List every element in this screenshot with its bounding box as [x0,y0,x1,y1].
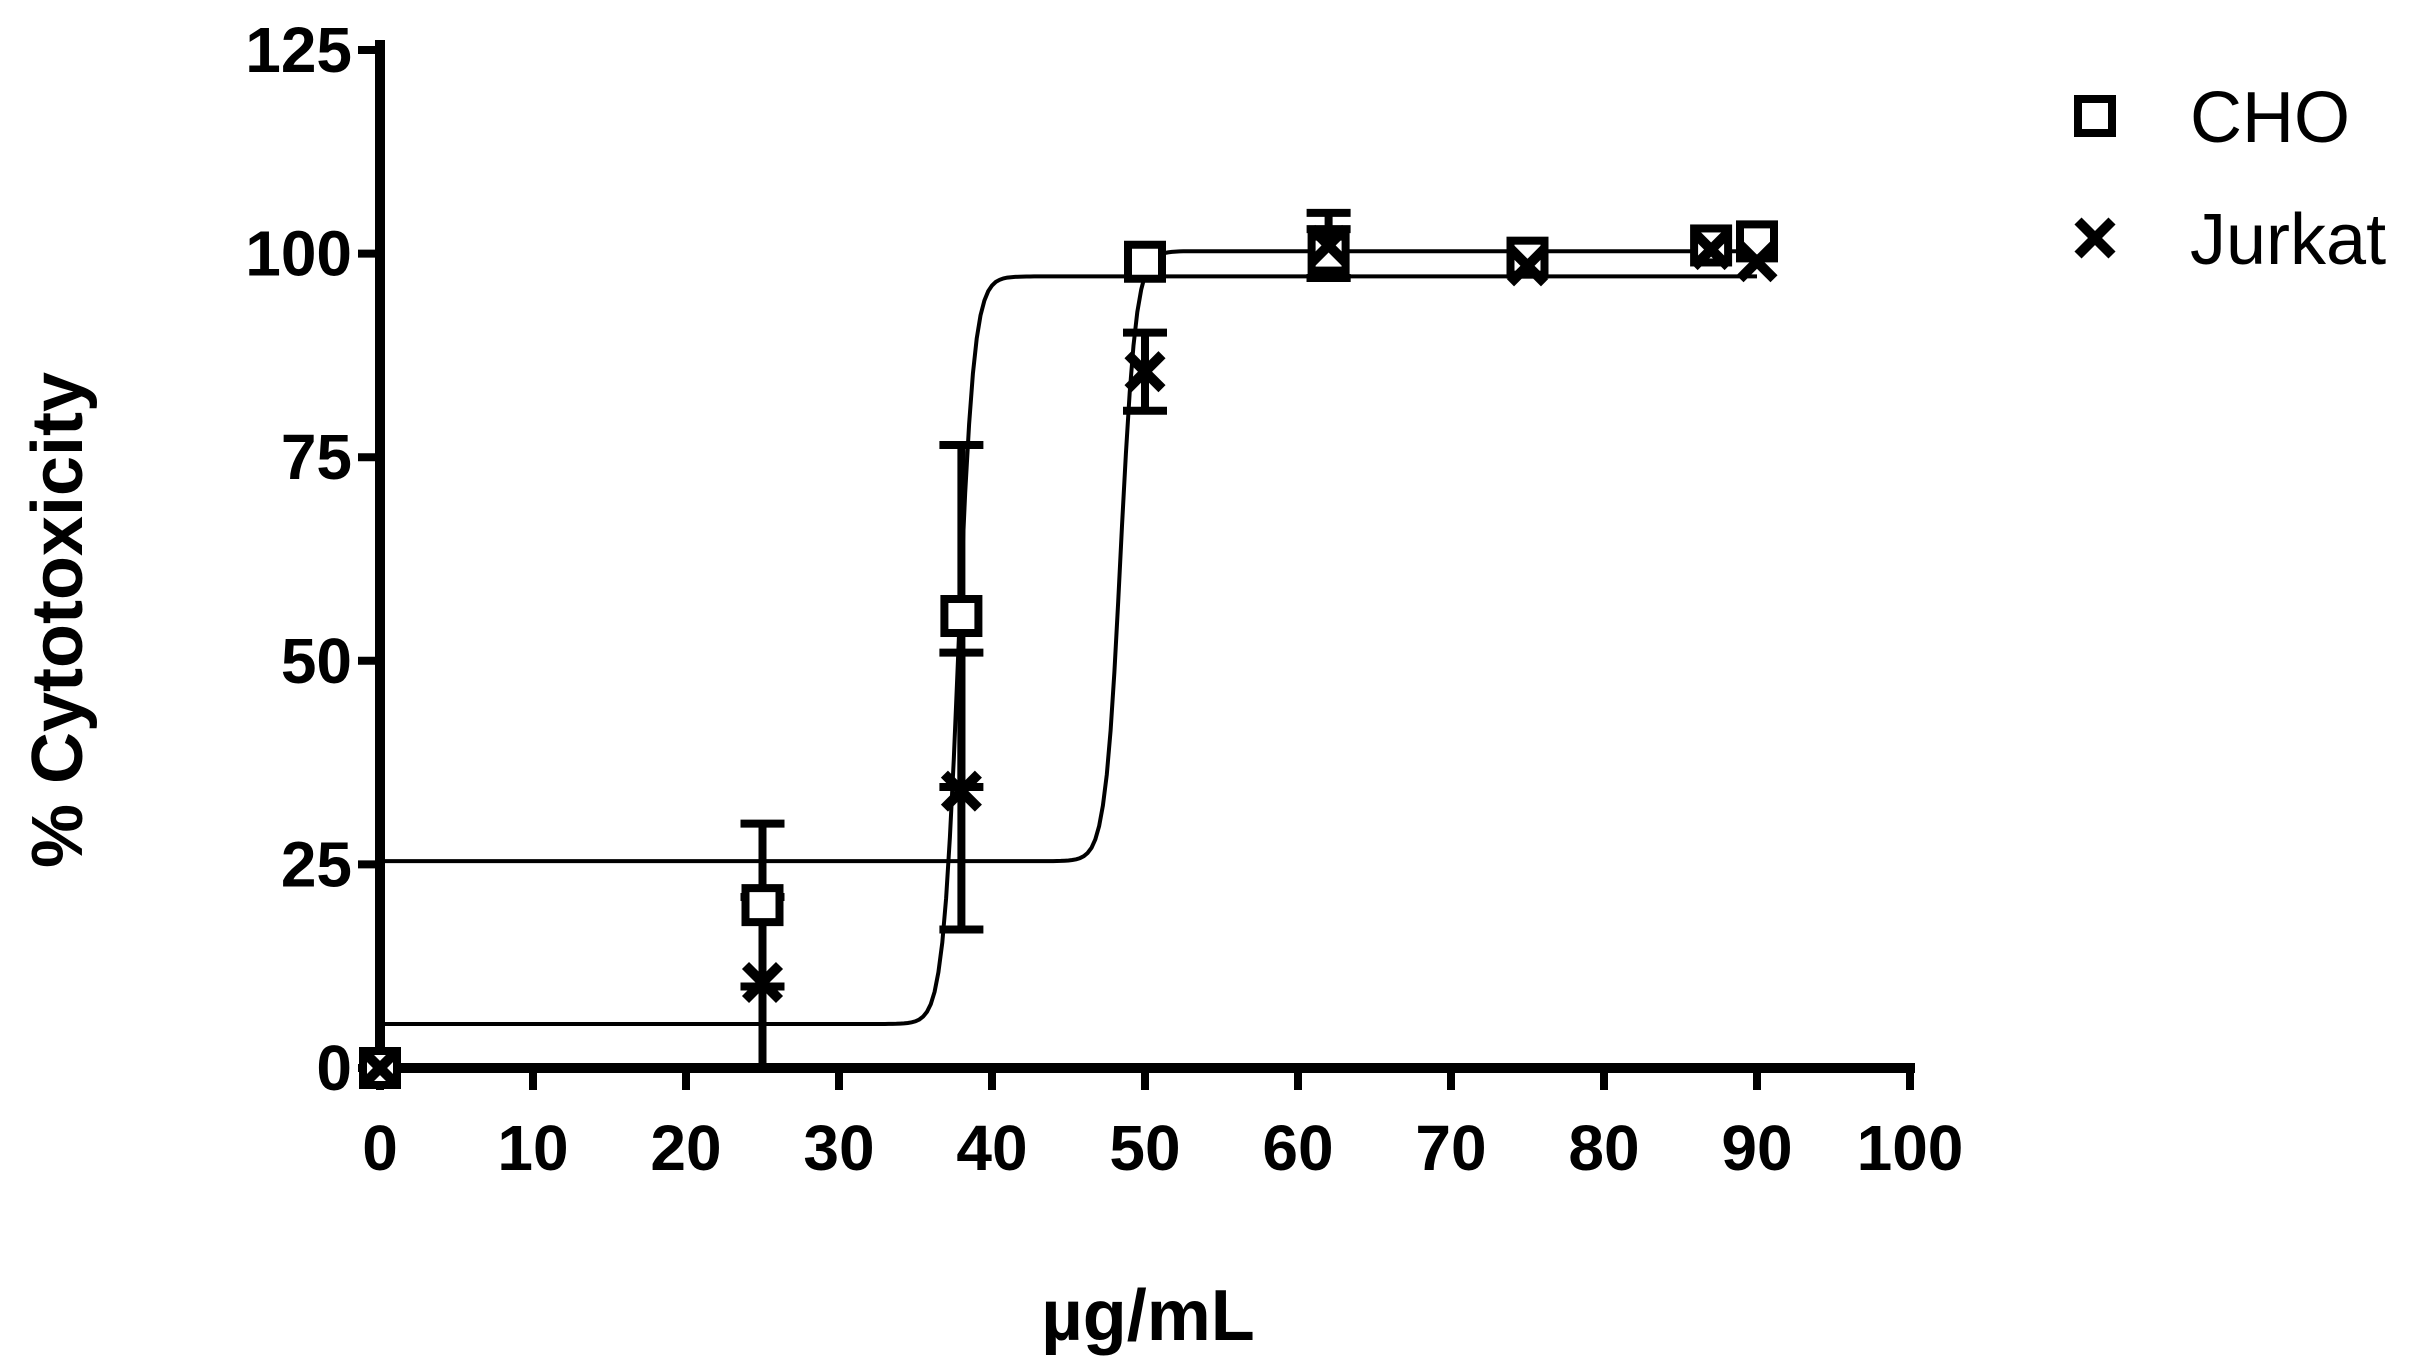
legend: CHO Jurkat [2074,78,2386,280]
x-tick-label: 20 [650,1112,721,1184]
data-point-jurkat-stroke-b [1690,228,1732,271]
error-bars [740,208,1351,1068]
data-point-jurkat-stroke-b [741,961,784,1004]
y-tick-label: 100 [245,218,352,290]
y-tick-label: 50 [281,625,352,697]
data-point-jurkat-stroke-b [1124,351,1166,393]
data-point-jurkat-stroke-b [940,770,982,812]
data-point-cho [1124,240,1166,283]
data-point-jurkat [741,961,784,1004]
y-tick-label: 25 [281,828,352,900]
data-point-jurkat [359,1047,401,1089]
y-tick-label: 75 [281,421,352,493]
data-point-jurkat [1506,245,1549,287]
data-point-jurkat [1736,241,1778,283]
data-point-jurkat-stroke-b [1506,245,1549,287]
x-tick-label: 30 [803,1112,874,1184]
x-axis-title: µg/mL [1041,1276,1254,1356]
data-point-cho [741,884,784,927]
fit-curve-cho [380,249,1757,864]
y-tick-label: 125 [245,14,352,86]
data-point-jurkat [1124,351,1166,393]
data-point-jurkat-stroke-b [1736,241,1778,283]
legend-marker-cho [2074,95,2116,137]
data-point-jurkat [1308,224,1350,266]
x-tick-label: 50 [1109,1112,1180,1184]
x-tick-label: 10 [497,1112,568,1184]
x-tick-label: 0 [362,1112,398,1184]
legend-marker-jurkat-stroke-b [2074,217,2116,259]
legend-label-jurkat: Jurkat [2190,200,2386,280]
x-tick-label: 70 [1415,1112,1486,1184]
data-point-cho [940,595,983,638]
data-point-jurkat-stroke-b [359,1047,401,1089]
y-tick-label: 0 [316,1032,352,1104]
x-tick-label: 40 [956,1112,1027,1184]
fit-curves [380,249,1757,1026]
axes: 0 10 20 30 40 50 60 70 80 90 100 0 25 50 75 100 125 [245,14,1963,1184]
data-markers [359,220,1778,1089]
x-tick-label: 60 [1262,1112,1333,1184]
y-axis-title: % Cytotoxicity [18,372,98,868]
data-point-jurkat [1690,228,1732,271]
x-tick-label: 80 [1568,1112,1639,1184]
data-point-jurkat [940,770,982,812]
data-point-jurkat-stroke-b [1308,224,1350,266]
legend-label-cho: CHO [2190,78,2350,158]
fit-curve-jurkat [380,274,1757,1026]
x-tick-label: 90 [1721,1112,1792,1184]
x-tick-label: 100 [1857,1112,1964,1184]
legend-marker-jurkat [2074,217,2116,259]
